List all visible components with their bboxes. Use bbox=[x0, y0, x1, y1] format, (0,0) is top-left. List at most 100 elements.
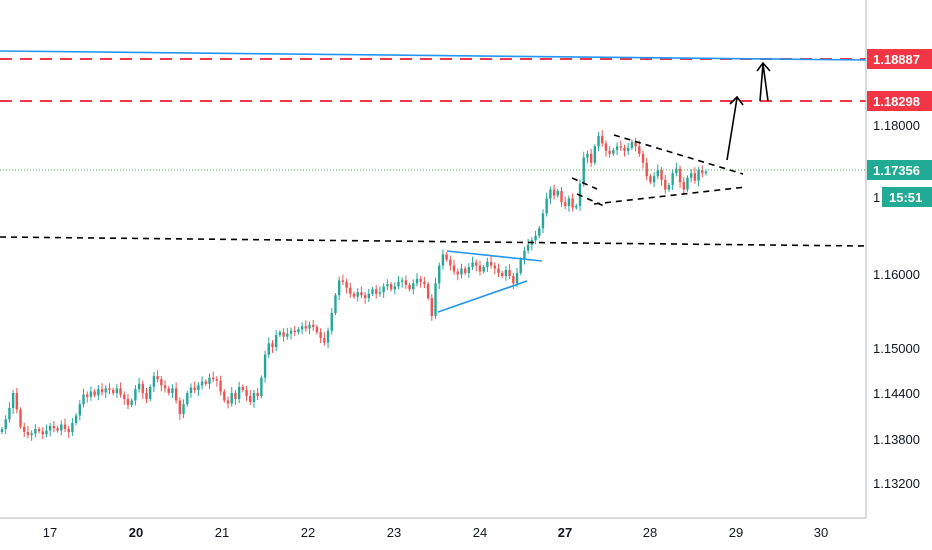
candle-body bbox=[115, 388, 119, 393]
candle-body bbox=[493, 265, 496, 269]
candle-body bbox=[545, 198, 548, 214]
x-tick-label: 22 bbox=[301, 525, 315, 540]
candle-body bbox=[26, 432, 30, 435]
y-tick-label: 1.13200 bbox=[873, 476, 920, 491]
candle-body bbox=[204, 381, 207, 384]
x-tick-label: 23 bbox=[387, 525, 401, 540]
candle-body bbox=[701, 170, 704, 174]
candle-body bbox=[304, 326, 308, 329]
candle-body bbox=[193, 387, 196, 390]
candle-body bbox=[52, 426, 56, 429]
candle-body bbox=[4, 419, 7, 429]
candle-body bbox=[282, 332, 285, 337]
x-tick-label: 21 bbox=[215, 525, 229, 540]
candle-body bbox=[430, 298, 434, 316]
candle-body bbox=[171, 388, 174, 393]
candle-body bbox=[682, 182, 685, 190]
candle-body bbox=[271, 343, 274, 347]
candle-body bbox=[149, 386, 152, 399]
candle-body bbox=[141, 383, 144, 393]
candle-body bbox=[497, 268, 500, 273]
candle-body bbox=[515, 273, 519, 284]
candle-body bbox=[452, 265, 456, 272]
candle-body bbox=[556, 191, 559, 196]
candle-body bbox=[326, 330, 330, 343]
candle-body bbox=[612, 150, 615, 154]
price-label-upper-resistance: 1.18887 bbox=[867, 49, 932, 69]
candle-body bbox=[608, 150, 611, 154]
candle-body bbox=[337, 280, 341, 296]
triangle2-upper-line bbox=[613, 134, 744, 175]
candle-body bbox=[564, 202, 567, 206]
candle-body bbox=[300, 326, 304, 330]
candle-body bbox=[393, 286, 396, 290]
candle-body bbox=[241, 386, 245, 390]
candle-body bbox=[445, 254, 448, 260]
candle-body bbox=[475, 262, 478, 266]
candle-body bbox=[656, 170, 660, 177]
candle-body bbox=[223, 391, 226, 401]
x-tick-label: 27 bbox=[558, 525, 572, 540]
x-tick-label: 20 bbox=[129, 525, 143, 540]
candle-body bbox=[604, 143, 608, 151]
candle-body bbox=[634, 141, 637, 147]
candle-body bbox=[152, 376, 156, 387]
candle-body bbox=[315, 327, 319, 333]
x-tick-label: 28 bbox=[643, 525, 657, 540]
candle-body bbox=[412, 283, 415, 290]
candle-body bbox=[274, 335, 278, 347]
triangle1-upper-trendline bbox=[446, 250, 543, 262]
price-label-lower-resistance: 1.18298 bbox=[867, 91, 932, 111]
candle-body bbox=[386, 284, 389, 287]
candle-body bbox=[19, 409, 22, 427]
candle-body bbox=[123, 394, 126, 399]
projection-arrow-2 bbox=[756, 61, 771, 102]
candle-body bbox=[174, 388, 178, 401]
candle-body bbox=[489, 261, 493, 266]
candle-body bbox=[512, 275, 515, 284]
candle-body bbox=[212, 377, 215, 380]
candle-body bbox=[312, 324, 315, 328]
candle-body bbox=[215, 379, 219, 381]
candle-body bbox=[519, 259, 522, 273]
candle-body bbox=[352, 293, 356, 297]
candle-body bbox=[426, 284, 430, 299]
candle-body bbox=[208, 377, 211, 384]
candle-body bbox=[630, 141, 634, 148]
candle-body bbox=[523, 250, 526, 260]
candle-body bbox=[341, 280, 345, 282]
triangle1-lower-trendline bbox=[437, 280, 528, 313]
candle-body bbox=[230, 393, 233, 404]
candle-body bbox=[108, 388, 111, 390]
candle-body bbox=[671, 173, 674, 186]
candle-body bbox=[126, 399, 130, 405]
candle-body bbox=[319, 332, 322, 339]
candle-body bbox=[226, 400, 230, 404]
candle-body bbox=[463, 268, 467, 273]
candle-body bbox=[378, 292, 382, 294]
candle-body bbox=[345, 281, 348, 288]
candle-body bbox=[704, 171, 708, 174]
candle-body bbox=[419, 278, 422, 282]
candle-body bbox=[286, 333, 289, 337]
candle-body bbox=[100, 389, 104, 393]
blue-trendline-top bbox=[0, 50, 867, 61]
candle-body bbox=[549, 189, 552, 199]
candle-body bbox=[245, 389, 248, 396]
candle-body bbox=[74, 415, 78, 423]
x-tick-label: 29 bbox=[729, 525, 743, 540]
candle-body bbox=[449, 259, 452, 266]
candle-body bbox=[404, 280, 408, 285]
candle-body bbox=[334, 295, 337, 313]
candle-body bbox=[664, 179, 667, 190]
candle-body bbox=[349, 287, 352, 294]
candle-body bbox=[486, 261, 489, 268]
candle-body bbox=[441, 254, 445, 266]
candle-body bbox=[686, 177, 689, 190]
candle-body bbox=[508, 270, 511, 276]
candle-body bbox=[234, 393, 237, 399]
candle-body bbox=[623, 147, 626, 151]
candle-body bbox=[78, 404, 82, 416]
candle-body bbox=[571, 198, 574, 208]
